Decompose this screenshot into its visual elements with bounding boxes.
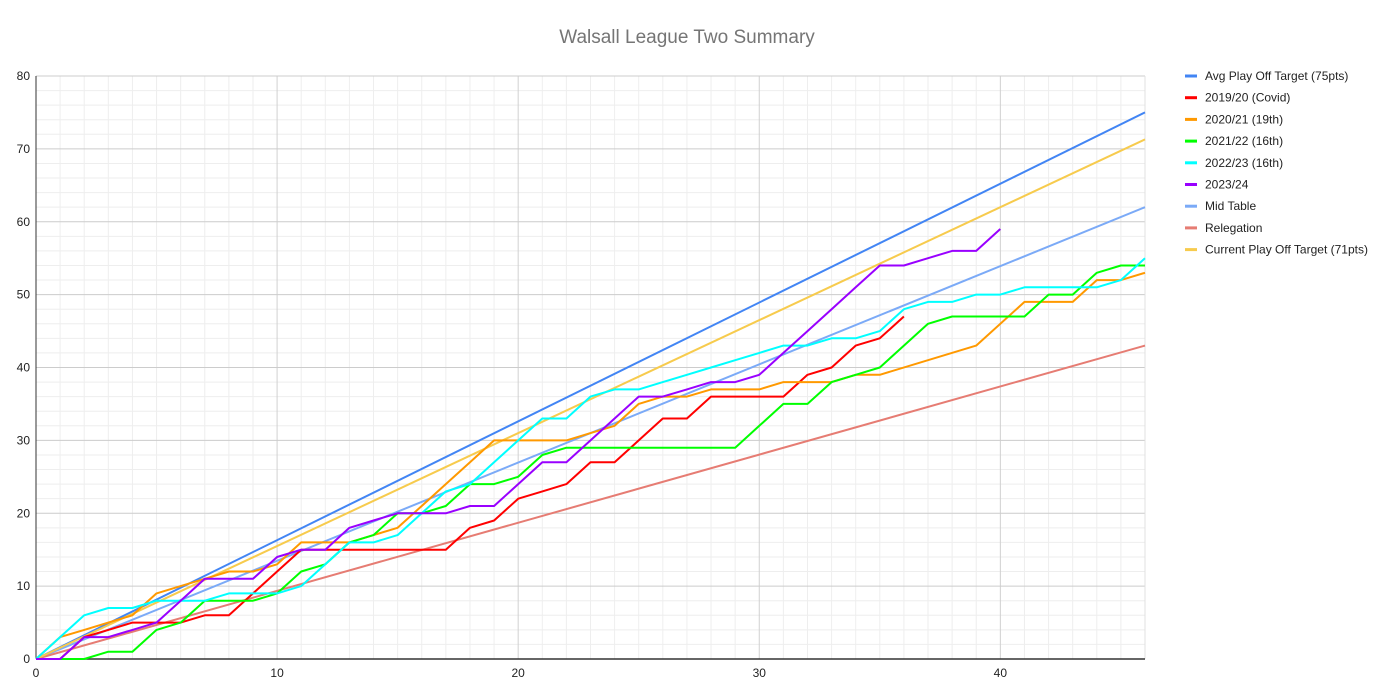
- y-tick-label: 70: [17, 142, 31, 156]
- series-lines: [35, 111, 1146, 660]
- x-tick-label: 40: [994, 666, 1008, 680]
- series-line-8: [35, 138, 1146, 660]
- x-tick-label: 10: [270, 666, 284, 680]
- legend-label-7: Relegation: [1205, 221, 1262, 235]
- legend-label-2: 2020/21 (19th): [1205, 112, 1283, 126]
- y-tick-label: 60: [17, 215, 31, 229]
- y-tick-label: 80: [17, 69, 31, 83]
- series-line-5: [36, 228, 1001, 660]
- y-tick-label: 30: [17, 433, 31, 447]
- legend-label-4: 2022/23 (16th): [1205, 156, 1283, 170]
- legend-label-5: 2023/24: [1205, 178, 1249, 192]
- series-line-0: [35, 111, 1146, 660]
- legend-label-8: Current Play Off Target (71pts): [1205, 243, 1368, 257]
- x-tick-label: 30: [753, 666, 767, 680]
- y-tick-label: 40: [17, 361, 31, 375]
- series-line-7: [35, 344, 1146, 660]
- y-tick-label: 50: [17, 288, 31, 302]
- y-tick-label: 10: [17, 579, 31, 593]
- legend: Avg Play Off Target (75pts) 2019/20 (Covi…: [1185, 69, 1368, 257]
- tick-labels: 0 10 20 30 40 0 10 20 30 40 50 60 70 80: [17, 69, 1008, 680]
- legend-label-6: Mid Table: [1205, 199, 1256, 213]
- x-tick-label: 0: [33, 666, 40, 680]
- legend-label-0: Avg Play Off Target (75pts): [1205, 69, 1348, 83]
- y-tick-label: 0: [23, 652, 30, 666]
- series-line-3: [36, 264, 1145, 660]
- legend-label-3: 2021/22 (16th): [1205, 134, 1283, 148]
- chart-title: Walsall League Two Summary: [559, 27, 815, 48]
- x-tick-label: 20: [511, 666, 525, 680]
- legend-label-1: 2019/20 (Covid): [1205, 91, 1290, 105]
- y-tick-label: 20: [17, 506, 31, 520]
- axes: [35, 76, 1145, 660]
- series-line-4: [35, 257, 1146, 660]
